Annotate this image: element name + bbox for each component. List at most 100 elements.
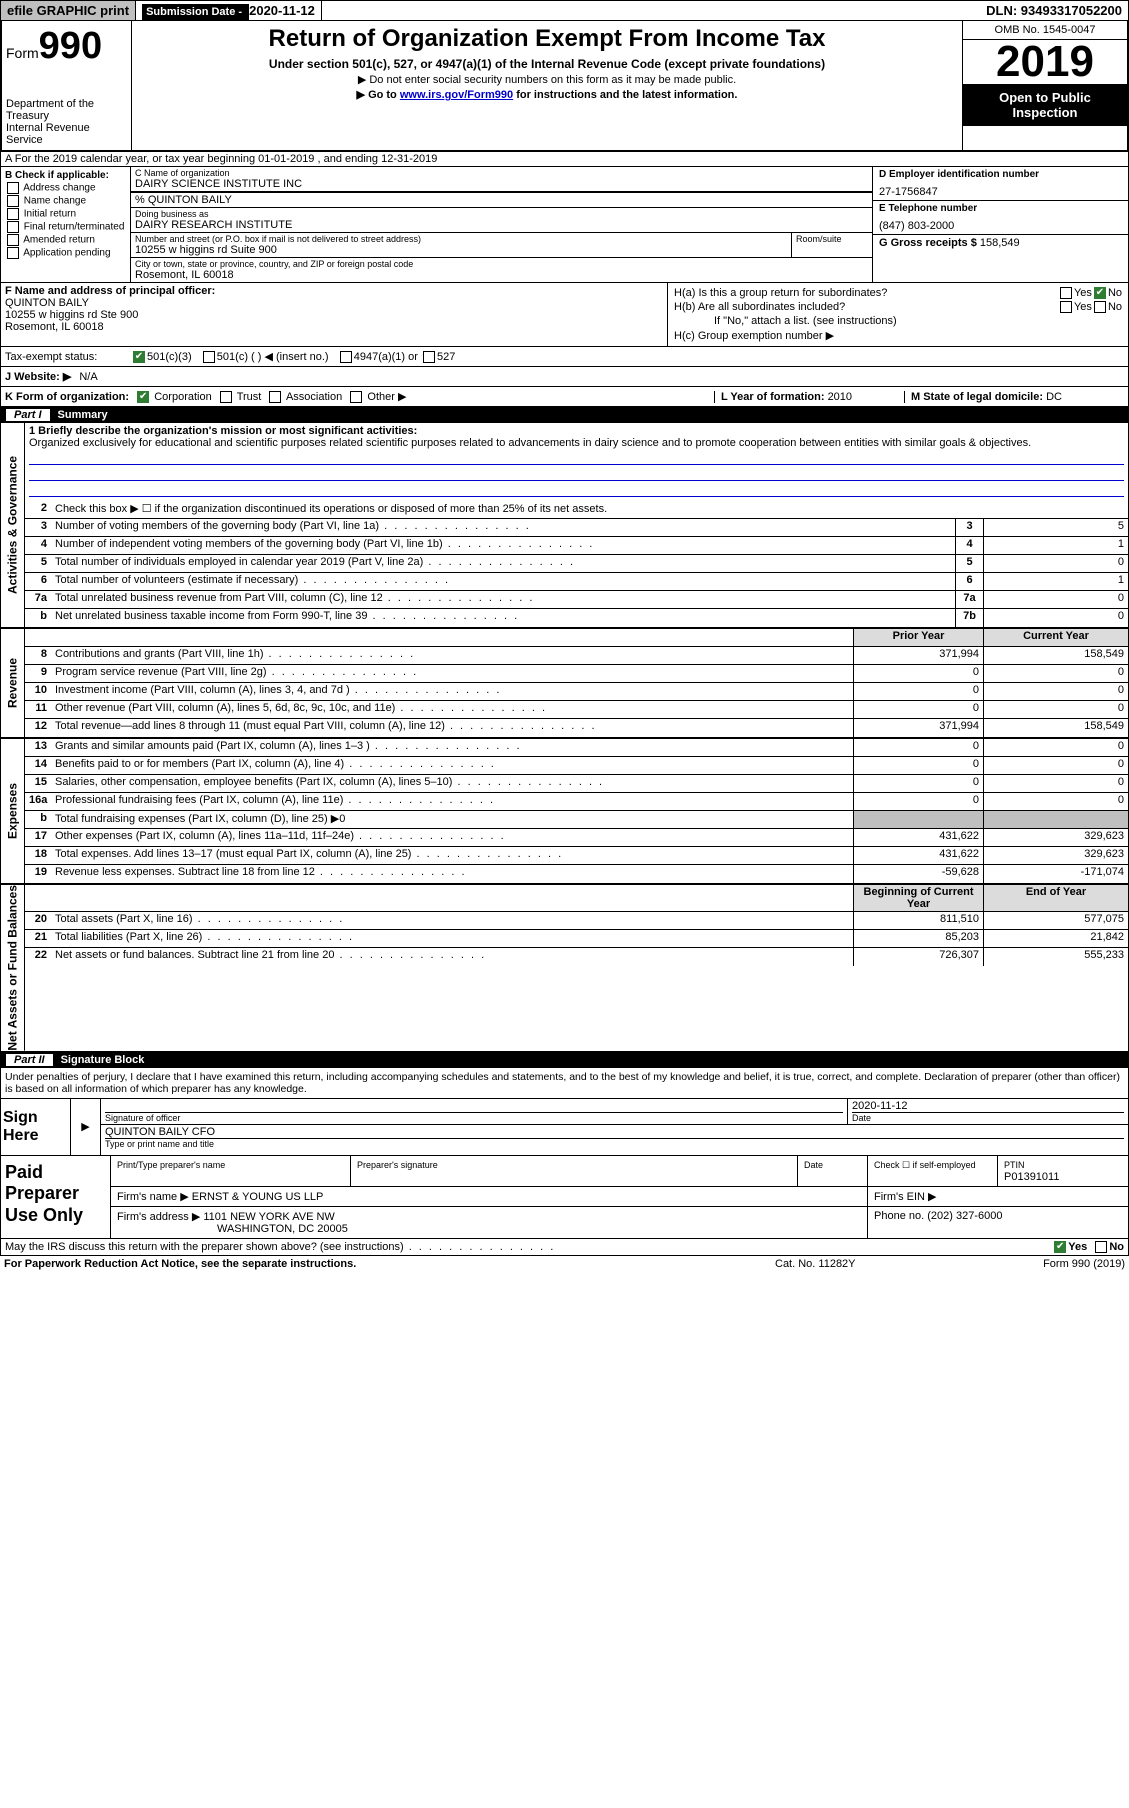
irs-label: Internal Revenue Service bbox=[6, 122, 127, 146]
side-net-assets: Net Assets or Fund Balances bbox=[1, 885, 25, 1051]
col-b-checkboxes: B Check if applicable: Address change Na… bbox=[1, 167, 131, 282]
current-value: 0 bbox=[983, 701, 1128, 718]
current-value: 577,075 bbox=[983, 912, 1128, 929]
officer-name-title: QUINTON BAILY CFO bbox=[105, 1126, 215, 1138]
dln: DLN: 93493317052200 bbox=[980, 1, 1128, 20]
current-value: 0 bbox=[983, 665, 1128, 682]
city-state-zip: Rosemont, IL 60018 bbox=[135, 269, 868, 281]
chk-other[interactable] bbox=[350, 391, 362, 403]
efile-print-button[interactable]: efile GRAPHIC print bbox=[1, 1, 136, 20]
firm-name: ERNST & YOUNG US LLP bbox=[192, 1191, 324, 1203]
row-value: 1 bbox=[983, 537, 1128, 554]
block-b-through-g: B Check if applicable: Address change Na… bbox=[0, 167, 1129, 283]
chk-address-change[interactable] bbox=[7, 182, 19, 194]
chk-ha-yes[interactable] bbox=[1060, 287, 1072, 299]
chk-501c3[interactable] bbox=[133, 351, 145, 363]
current-value: 329,623 bbox=[983, 829, 1128, 846]
current-value: 329,623 bbox=[983, 847, 1128, 864]
row-value: 0 bbox=[983, 591, 1128, 608]
prior-value: 0 bbox=[853, 665, 983, 682]
summary-row: 18 Total expenses. Add lines 13–17 (must… bbox=[25, 847, 1128, 865]
current-value: 555,233 bbox=[983, 948, 1128, 966]
cat-no: Cat. No. 11282Y bbox=[775, 1258, 975, 1270]
prior-value: 0 bbox=[853, 775, 983, 792]
block-f-h: F Name and address of principal officer:… bbox=[0, 283, 1129, 347]
prior-year-header: Prior Year bbox=[853, 629, 983, 646]
room-suite: Room/suite bbox=[792, 233, 872, 257]
chk-association[interactable] bbox=[269, 391, 281, 403]
chk-527[interactable] bbox=[423, 351, 435, 363]
chk-final-return[interactable] bbox=[7, 221, 19, 233]
form-title: Return of Organization Exempt From Incom… bbox=[140, 25, 954, 53]
sign-date: 2020-11-12 bbox=[852, 1100, 907, 1112]
dept-treasury: Department of the Treasury bbox=[6, 98, 127, 122]
prior-value: 431,622 bbox=[853, 829, 983, 846]
street-address: 10255 w higgins rd Suite 900 bbox=[135, 244, 787, 256]
chk-corporation[interactable] bbox=[137, 391, 149, 403]
summary-row: 8 Contributions and grants (Part VIII, l… bbox=[25, 647, 1128, 665]
officer-name: QUINTON BAILY bbox=[5, 297, 663, 309]
form-header: Form990 Department of the Treasury Inter… bbox=[0, 21, 1129, 152]
prior-value: 0 bbox=[853, 793, 983, 810]
summary-row: 4 Number of independent voting members o… bbox=[25, 537, 1128, 555]
current-value: 158,549 bbox=[983, 719, 1128, 737]
instructions-link[interactable]: www.irs.gov/Form990 bbox=[400, 89, 513, 101]
row-value: 5 bbox=[983, 519, 1128, 536]
chk-501c[interactable] bbox=[203, 351, 215, 363]
prior-value: 0 bbox=[853, 739, 983, 756]
chk-application-pending[interactable] bbox=[7, 247, 19, 259]
chk-initial-return[interactable] bbox=[7, 208, 19, 220]
summary-row: b Net unrelated business taxable income … bbox=[25, 609, 1128, 627]
form-subtitle: Under section 501(c), 527, or 4947(a)(1)… bbox=[140, 57, 954, 71]
summary-row: 9 Program service revenue (Part VIII, li… bbox=[25, 665, 1128, 683]
current-value: 0 bbox=[983, 739, 1128, 756]
chk-name-change[interactable] bbox=[7, 195, 19, 207]
summary-row: 19 Revenue less expenses. Subtract line … bbox=[25, 865, 1128, 883]
side-expenses: Expenses bbox=[1, 739, 25, 883]
chk-hb-no[interactable] bbox=[1094, 301, 1106, 313]
paid-preparer-block: Paid Preparer Use Only Print/Type prepar… bbox=[0, 1156, 1129, 1239]
chk-amended[interactable] bbox=[7, 234, 19, 246]
summary-row: 15 Salaries, other compensation, employe… bbox=[25, 775, 1128, 793]
prior-value: 0 bbox=[853, 683, 983, 700]
chk-discuss-no[interactable] bbox=[1095, 1241, 1107, 1253]
tax-year: 2019 bbox=[963, 40, 1127, 84]
firm-address: 1101 NEW YORK AVE NW bbox=[203, 1211, 334, 1223]
summary-row: 17 Other expenses (Part IX, column (A), … bbox=[25, 829, 1128, 847]
summary-row: 6 Total number of volunteers (estimate i… bbox=[25, 573, 1128, 591]
chk-ha-no[interactable] bbox=[1094, 287, 1106, 299]
dba-name: DAIRY RESEARCH INSTITUTE bbox=[135, 219, 868, 231]
prior-value: 85,203 bbox=[853, 930, 983, 947]
firm-phone: (202) 327-6000 bbox=[927, 1210, 1002, 1222]
prior-value: 726,307 bbox=[853, 948, 983, 966]
col-c-org-info: C Name of organization DAIRY SCIENCE INS… bbox=[131, 167, 873, 282]
col-f-officer: F Name and address of principal officer:… bbox=[1, 283, 668, 346]
col-d-ein-tel: D Employer identification number 27-1756… bbox=[873, 167, 1128, 282]
row-value: 0 bbox=[983, 555, 1128, 572]
prior-value: 0 bbox=[853, 701, 983, 718]
sign-arrow-icon: ▶ bbox=[71, 1099, 101, 1155]
gross-receipts: 158,549 bbox=[980, 237, 1020, 249]
submission-date: Submission Date - 2020-11-12 bbox=[136, 1, 322, 20]
current-year-header: Current Year bbox=[983, 629, 1128, 646]
signature-intro: Under penalties of perjury, I declare th… bbox=[0, 1068, 1129, 1099]
col-h-group-return: H(a) Is this a group return for subordin… bbox=[668, 283, 1128, 346]
summary-row: b Total fundraising expenses (Part IX, c… bbox=[25, 811, 1128, 829]
row-j-website: J Website: ▶ N/A bbox=[0, 367, 1129, 387]
chk-hb-yes[interactable] bbox=[1060, 301, 1072, 313]
form-number: Form990 bbox=[6, 25, 127, 68]
current-value: 158,549 bbox=[983, 647, 1128, 664]
row-value: 0 bbox=[983, 609, 1128, 627]
row-value: 1 bbox=[983, 573, 1128, 590]
summary-row: 16a Professional fundraising fees (Part … bbox=[25, 793, 1128, 811]
current-value: 0 bbox=[983, 683, 1128, 700]
summary-row: 10 Investment income (Part VIII, column … bbox=[25, 683, 1128, 701]
chk-4947[interactable] bbox=[340, 351, 352, 363]
chk-discuss-yes[interactable] bbox=[1054, 1241, 1066, 1253]
current-value: 0 bbox=[983, 775, 1128, 792]
telephone: (847) 803-2000 bbox=[879, 220, 1122, 232]
side-revenue: Revenue bbox=[1, 629, 25, 737]
chk-trust[interactable] bbox=[220, 391, 232, 403]
state-domicile: DC bbox=[1046, 391, 1062, 403]
current-value: -171,074 bbox=[983, 865, 1128, 883]
